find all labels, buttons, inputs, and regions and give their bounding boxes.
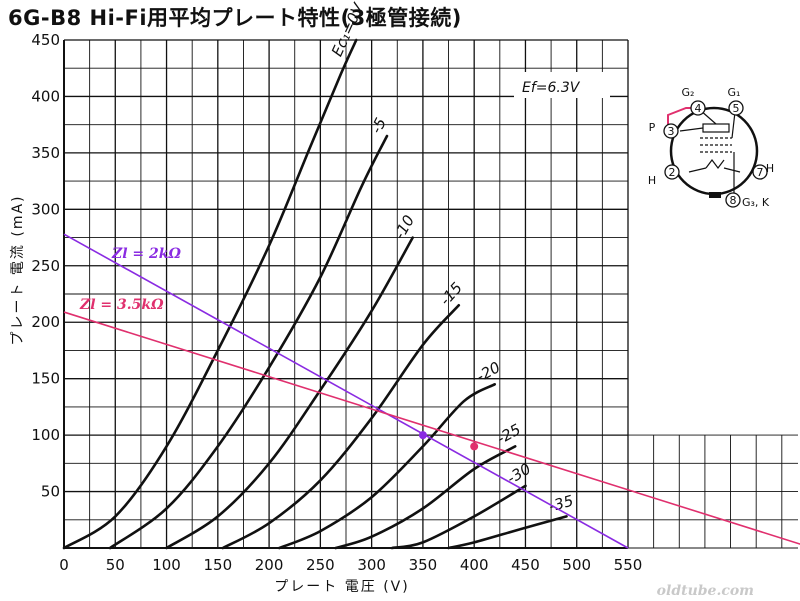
chart-grid: [63, 39, 629, 549]
extension-grid: [627, 434, 798, 549]
x-tick-label: 550: [614, 556, 643, 574]
plate-link: [667, 107, 694, 125]
pin-name: G₃, K: [742, 196, 770, 209]
operating-point: [470, 442, 479, 451]
pin-marker: [663, 123, 679, 139]
pin-marker: [728, 100, 744, 116]
base-key: [709, 192, 721, 198]
pin-name: G₁: [728, 86, 741, 99]
pin-marker: [690, 100, 706, 116]
pin-number: 3: [668, 125, 675, 138]
pin-number: 7: [757, 166, 764, 179]
electrode-symbol: [679, 109, 741, 195]
curve-label: -25: [494, 420, 524, 448]
curve-label: -30: [504, 460, 534, 488]
x-axis-label: プレート 電圧 (V): [274, 579, 409, 595]
x-tick-label: 100: [152, 556, 181, 574]
x-tick-label: 250: [306, 556, 335, 574]
load-line-label: Zl = 2kΩ: [111, 246, 181, 262]
x-tick-label: 50: [106, 556, 125, 574]
y-tick-label: 400: [31, 87, 60, 105]
y-tick-label: 150: [31, 370, 60, 388]
y-tick-label: 300: [31, 200, 60, 218]
load-line: [63, 311, 800, 545]
x-tick-label: 400: [460, 556, 489, 574]
chart-axes: [63, 40, 628, 549]
y-tick-labels: 50 100 150 200 250 300 350 400 450: [31, 31, 60, 501]
tube-base-outline: [669, 106, 759, 196]
x-tick-label: 300: [357, 556, 386, 574]
bias-curve: [108, 134, 389, 550]
pin-marker: [752, 164, 768, 180]
operating-point: [418, 431, 427, 440]
x-tick-label: 450: [511, 556, 540, 574]
bias-curve: [62, 38, 358, 550]
x-tick-label: 200: [255, 556, 284, 574]
curve-label: Ec₁=0V: [328, 0, 368, 59]
heater-annotation-bg: [514, 72, 610, 98]
curve-label: -15: [436, 279, 466, 309]
bias-curve: [278, 383, 496, 550]
y-tick-label: 250: [31, 257, 60, 275]
load-lines: Zl = 2kΩ Zl = 3.5kΩ: [63, 233, 800, 549]
x-tick-label: 0: [59, 556, 69, 574]
x-tick-label: 500: [562, 556, 591, 574]
bias-curve: [221, 304, 461, 550]
curve-label: -20: [473, 358, 503, 386]
pin-marker: [725, 192, 741, 208]
pin-number: 4: [695, 102, 702, 115]
watermark: oldtube.com: [656, 583, 754, 599]
load-line: [63, 233, 629, 549]
pin-name: P: [649, 121, 656, 134]
x-tick-label: 150: [203, 556, 232, 574]
pin-marker: [664, 164, 680, 180]
x-tick-labels: 0 50 100 150 200 250 300 350 400 450 500 550: [59, 556, 642, 574]
y-axis-label: プレート 電流 (mA): [10, 194, 26, 345]
page-title: 6G-B8 Hi-Fi用平均プレート特性(3極管接続): [8, 6, 462, 30]
y-tick-label: 450: [31, 31, 60, 49]
pin-number: 2: [669, 166, 676, 179]
x-tick-label: 350: [409, 556, 438, 574]
pin-name: G₂: [682, 86, 695, 99]
pin-name: H: [766, 162, 774, 175]
pin-name: H: [648, 174, 656, 187]
bias-curve: [390, 484, 527, 550]
heater-annotation: Ef=6.3V: [522, 80, 581, 96]
pin-number: 5: [733, 102, 740, 115]
curve-label: -35: [547, 492, 575, 516]
pin-number: 8: [730, 194, 737, 207]
y-tick-label: 200: [31, 313, 60, 331]
y-tick-label: 50: [41, 483, 60, 501]
curve-label: -5: [367, 115, 390, 136]
bias-curve: [165, 236, 414, 550]
grid-bias-curves: [62, 38, 568, 550]
y-tick-label: 350: [31, 144, 60, 162]
y-tick-label: 100: [31, 426, 60, 444]
bias-curve: [334, 445, 517, 550]
bias-curve: [447, 515, 568, 550]
load-line-label: Zl = 3.5kΩ: [79, 297, 164, 313]
